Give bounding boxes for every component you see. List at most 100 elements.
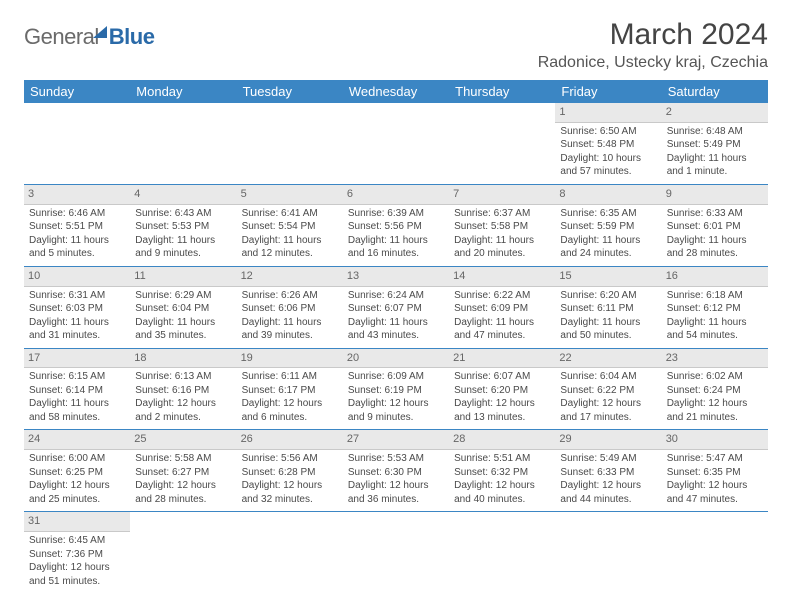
day-number: 18 bbox=[130, 349, 236, 369]
daylight-text: Daylight: 11 hours bbox=[348, 234, 444, 248]
day-number: 7 bbox=[449, 185, 555, 205]
calendar-day-cell bbox=[130, 103, 236, 184]
day-header: Thursday bbox=[449, 80, 555, 103]
calendar-table: Sunday Monday Tuesday Wednesday Thursday… bbox=[24, 80, 768, 593]
daylight-text: Daylight: 12 hours bbox=[667, 479, 763, 493]
daylight-text: Daylight: 12 hours bbox=[29, 561, 125, 575]
sunrise-text: Sunrise: 6:09 AM bbox=[348, 370, 444, 384]
day-number: 1 bbox=[555, 103, 661, 123]
sunrise-text: Sunrise: 6:22 AM bbox=[454, 289, 550, 303]
daylight-text: Daylight: 11 hours bbox=[560, 316, 656, 330]
daylight-text: Daylight: 12 hours bbox=[454, 397, 550, 411]
sunrise-text: Sunrise: 6:18 AM bbox=[667, 289, 763, 303]
calendar-day-cell: 23Sunrise: 6:02 AMSunset: 6:24 PMDayligh… bbox=[662, 348, 768, 430]
day-number: 21 bbox=[449, 349, 555, 369]
daylight-text: and 54 minutes. bbox=[667, 329, 763, 343]
daylight-text: and 13 minutes. bbox=[454, 411, 550, 425]
day-header: Saturday bbox=[662, 80, 768, 103]
day-number: 27 bbox=[343, 430, 449, 450]
calendar-day-cell bbox=[237, 512, 343, 593]
day-number: 24 bbox=[24, 430, 130, 450]
sunrise-text: Sunrise: 6:20 AM bbox=[560, 289, 656, 303]
calendar-day-cell: 14Sunrise: 6:22 AMSunset: 6:09 PMDayligh… bbox=[449, 266, 555, 348]
calendar-week-row: 17Sunrise: 6:15 AMSunset: 6:14 PMDayligh… bbox=[24, 348, 768, 430]
day-number: 22 bbox=[555, 349, 661, 369]
sunset-text: Sunset: 6:24 PM bbox=[667, 384, 763, 398]
day-number: 30 bbox=[662, 430, 768, 450]
sunset-text: Sunset: 5:59 PM bbox=[560, 220, 656, 234]
location-label: Radonice, Ustecky kraj, Czechia bbox=[538, 54, 768, 72]
daylight-text: Daylight: 11 hours bbox=[242, 316, 338, 330]
sunset-text: Sunset: 6:01 PM bbox=[667, 220, 763, 234]
calendar-day-cell bbox=[449, 103, 555, 184]
day-number: 17 bbox=[24, 349, 130, 369]
calendar-day-cell: 30Sunrise: 5:47 AMSunset: 6:35 PMDayligh… bbox=[662, 430, 768, 512]
calendar-day-cell: 12Sunrise: 6:26 AMSunset: 6:06 PMDayligh… bbox=[237, 266, 343, 348]
calendar-day-cell: 5Sunrise: 6:41 AMSunset: 5:54 PMDaylight… bbox=[237, 184, 343, 266]
sunrise-text: Sunrise: 5:51 AM bbox=[454, 452, 550, 466]
sunset-text: Sunset: 5:49 PM bbox=[667, 138, 763, 152]
sunset-text: Sunset: 6:25 PM bbox=[29, 466, 125, 480]
sunrise-text: Sunrise: 6:15 AM bbox=[29, 370, 125, 384]
calendar-day-cell: 1Sunrise: 6:50 AMSunset: 5:48 PMDaylight… bbox=[555, 103, 661, 184]
sunset-text: Sunset: 5:53 PM bbox=[135, 220, 231, 234]
day-number: 11 bbox=[130, 267, 236, 287]
daylight-text: and 47 minutes. bbox=[667, 493, 763, 507]
daylight-text: Daylight: 11 hours bbox=[667, 152, 763, 166]
sunrise-text: Sunrise: 6:29 AM bbox=[135, 289, 231, 303]
calendar-week-row: 1Sunrise: 6:50 AMSunset: 5:48 PMDaylight… bbox=[24, 103, 768, 184]
daylight-text: and 47 minutes. bbox=[454, 329, 550, 343]
sunset-text: Sunset: 6:19 PM bbox=[348, 384, 444, 398]
daylight-text: Daylight: 11 hours bbox=[667, 234, 763, 248]
daylight-text: and 44 minutes. bbox=[560, 493, 656, 507]
day-number: 31 bbox=[24, 512, 130, 532]
sunset-text: Sunset: 6:30 PM bbox=[348, 466, 444, 480]
calendar-day-cell: 3Sunrise: 6:46 AMSunset: 5:51 PMDaylight… bbox=[24, 184, 130, 266]
calendar-day-cell: 27Sunrise: 5:53 AMSunset: 6:30 PMDayligh… bbox=[343, 430, 449, 512]
month-title: March 2024 bbox=[538, 18, 768, 52]
day-number: 12 bbox=[237, 267, 343, 287]
daylight-text: Daylight: 11 hours bbox=[454, 234, 550, 248]
calendar-day-cell bbox=[237, 103, 343, 184]
day-number: 4 bbox=[130, 185, 236, 205]
daylight-text: and 1 minute. bbox=[667, 165, 763, 179]
day-number: 16 bbox=[662, 267, 768, 287]
calendar-day-cell bbox=[130, 512, 236, 593]
day-number: 14 bbox=[449, 267, 555, 287]
day-number: 20 bbox=[343, 349, 449, 369]
sunset-text: Sunset: 6:12 PM bbox=[667, 302, 763, 316]
sunrise-text: Sunrise: 6:00 AM bbox=[29, 452, 125, 466]
daylight-text: and 43 minutes. bbox=[348, 329, 444, 343]
daylight-text: Daylight: 11 hours bbox=[135, 316, 231, 330]
day-header: Sunday bbox=[24, 80, 130, 103]
calendar-day-cell: 22Sunrise: 6:04 AMSunset: 6:22 PMDayligh… bbox=[555, 348, 661, 430]
daylight-text: and 50 minutes. bbox=[560, 329, 656, 343]
daylight-text: Daylight: 10 hours bbox=[560, 152, 656, 166]
sunset-text: Sunset: 5:51 PM bbox=[29, 220, 125, 234]
sunset-text: Sunset: 7:36 PM bbox=[29, 548, 125, 562]
sunrise-text: Sunrise: 6:24 AM bbox=[348, 289, 444, 303]
day-number: 6 bbox=[343, 185, 449, 205]
sunrise-text: Sunrise: 6:50 AM bbox=[560, 125, 656, 139]
sunset-text: Sunset: 5:56 PM bbox=[348, 220, 444, 234]
calendar-day-cell bbox=[343, 512, 449, 593]
daylight-text: Daylight: 12 hours bbox=[560, 397, 656, 411]
sunrise-text: Sunrise: 6:11 AM bbox=[242, 370, 338, 384]
sunset-text: Sunset: 6:11 PM bbox=[560, 302, 656, 316]
day-number: 10 bbox=[24, 267, 130, 287]
calendar-day-cell bbox=[343, 103, 449, 184]
day-number: 28 bbox=[449, 430, 555, 450]
sunrise-text: Sunrise: 6:35 AM bbox=[560, 207, 656, 221]
sunrise-text: Sunrise: 5:49 AM bbox=[560, 452, 656, 466]
day-header: Friday bbox=[555, 80, 661, 103]
sunset-text: Sunset: 6:16 PM bbox=[135, 384, 231, 398]
daylight-text: and 35 minutes. bbox=[135, 329, 231, 343]
daylight-text: and 9 minutes. bbox=[135, 247, 231, 261]
calendar-day-cell: 24Sunrise: 6:00 AMSunset: 6:25 PMDayligh… bbox=[24, 430, 130, 512]
calendar-day-cell bbox=[449, 512, 555, 593]
sunrise-text: Sunrise: 6:13 AM bbox=[135, 370, 231, 384]
daylight-text: Daylight: 11 hours bbox=[454, 316, 550, 330]
sunset-text: Sunset: 5:54 PM bbox=[242, 220, 338, 234]
sunrise-text: Sunrise: 6:46 AM bbox=[29, 207, 125, 221]
calendar-day-cell bbox=[555, 512, 661, 593]
